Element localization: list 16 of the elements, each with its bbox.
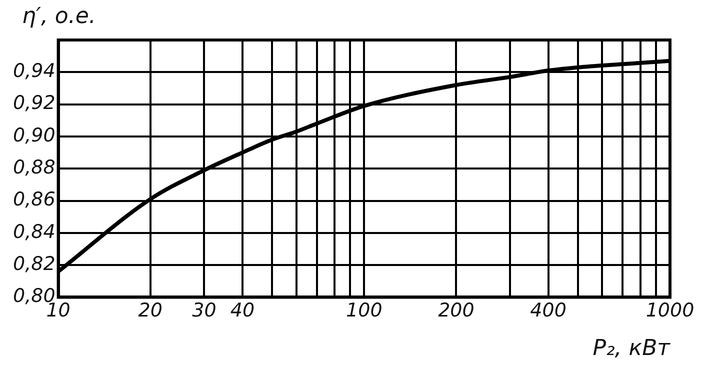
y-tick-label: 0,94 — [12, 60, 56, 82]
y-tick-label: 0,92 — [12, 92, 56, 114]
x-tick-label: 400 — [530, 300, 566, 322]
x-axis-title: P₂, кВт — [592, 336, 670, 361]
y-tick-label: 0,84 — [12, 220, 56, 243]
y-tick-label: 0,86 — [12, 188, 56, 211]
y-tick-label: 0,90 — [12, 124, 56, 146]
x-tick-label: 1000 — [646, 300, 694, 322]
x-tick-label: 20 — [138, 300, 162, 322]
x-tick-label: 30 — [192, 300, 216, 322]
y-tick-label: 0,82 — [12, 252, 56, 275]
x-tick-label: 200 — [438, 300, 474, 322]
x-tick-label: 40 — [230, 300, 255, 322]
y-axis-title: η′, о.е. — [22, 4, 96, 29]
x-tick-label: 100 — [346, 300, 382, 322]
y-tick-label: 0,88 — [12, 156, 56, 179]
